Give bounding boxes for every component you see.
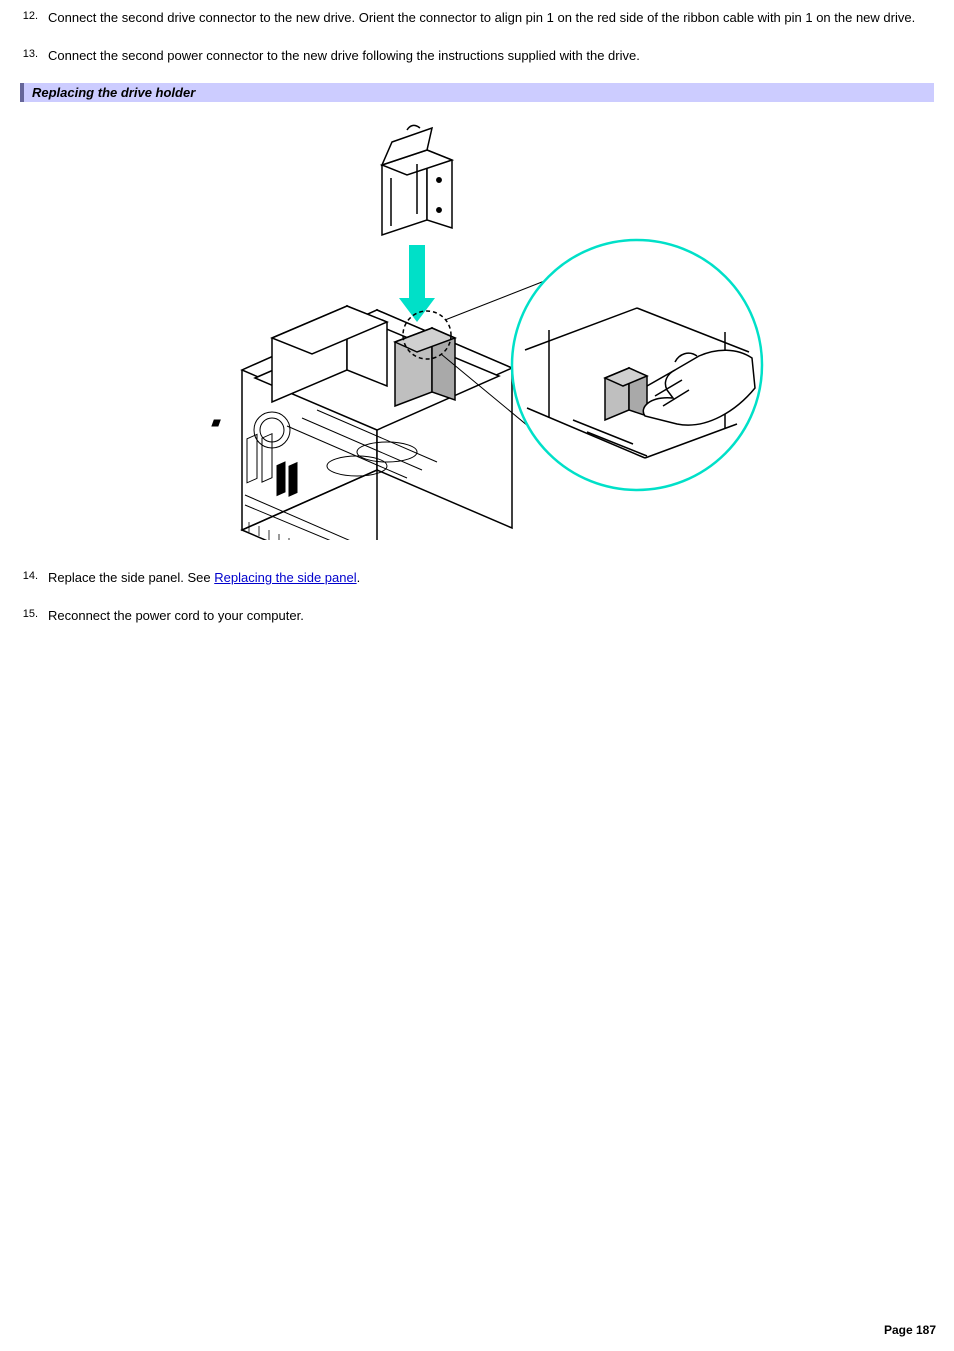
step-text: Connect the second drive connector to th… <box>48 8 934 28</box>
step-14: 14. Replace the side panel. See Replacin… <box>20 568 934 588</box>
step-text: Replace the side panel. See Replacing th… <box>48 568 934 588</box>
step-text-before: Replace the side panel. See <box>48 570 214 585</box>
section-header: Replacing the drive holder <box>20 83 934 102</box>
step-13: 13. Connect the second power connector t… <box>20 46 934 66</box>
page-number: Page 187 <box>884 1323 936 1337</box>
step-text-after: . <box>357 570 361 585</box>
step-number: 13. <box>20 46 48 66</box>
step-15: 15. Reconnect the power cord to your com… <box>20 606 934 626</box>
drive-holder-diagram <box>20 110 934 540</box>
step-number: 15. <box>20 606 48 626</box>
step-text: Connect the second power connector to th… <box>48 46 934 66</box>
step-text: Reconnect the power cord to your compute… <box>48 606 934 626</box>
replacing-side-panel-link[interactable]: Replacing the side panel <box>214 570 356 585</box>
step-12: 12. Connect the second drive connector t… <box>20 8 934 28</box>
step-number: 14. <box>20 568 48 588</box>
step-number: 12. <box>20 8 48 28</box>
